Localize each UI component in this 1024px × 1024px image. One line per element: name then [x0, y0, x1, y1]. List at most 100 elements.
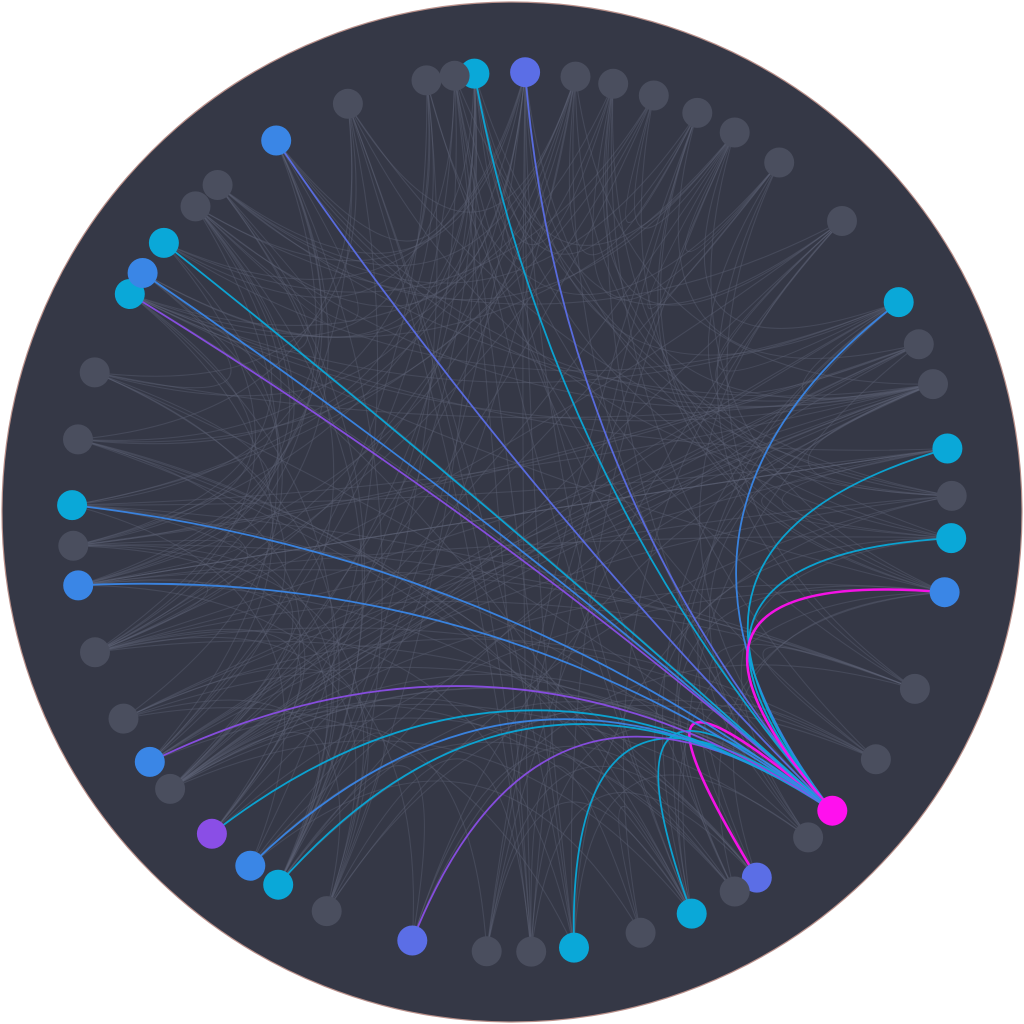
network-node[interactable]: [79, 357, 110, 388]
background-link: [94, 72, 526, 653]
background-link: [169, 724, 488, 952]
background-link: [277, 765, 425, 941]
highlighted-node[interactable]: [196, 818, 227, 849]
background-link: [699, 220, 843, 812]
network-node[interactable]: [155, 773, 186, 804]
background-link: [77, 83, 614, 443]
background-link: [78, 569, 916, 690]
network-node[interactable]: [411, 65, 442, 96]
background-link: [72, 504, 248, 653]
highlighted-node[interactable]: [57, 490, 88, 521]
background-link: [326, 73, 477, 912]
background-link: [622, 220, 843, 933]
background-link: [411, 383, 934, 941]
background-link: [707, 162, 952, 497]
highlighted-node[interactable]: [883, 287, 914, 318]
network-node[interactable]: [625, 917, 656, 948]
network-node[interactable]: [439, 60, 470, 91]
network-node[interactable]: [682, 97, 713, 128]
highlighted-link: [129, 293, 833, 812]
background-link: [169, 584, 945, 790]
highlighted-node[interactable]: [263, 869, 294, 900]
background-link: [73, 544, 294, 790]
highlighted-node[interactable]: [134, 746, 165, 777]
network-node[interactable]: [516, 936, 547, 967]
network-node[interactable]: [638, 80, 669, 111]
highlighted-node[interactable]: [676, 898, 707, 929]
background-link: [249, 780, 642, 934]
highlighted-links: [71, 72, 952, 948]
background-link: [574, 76, 934, 385]
highlighted-node[interactable]: [741, 862, 772, 893]
network-node[interactable]: [793, 822, 824, 853]
background-link: [123, 667, 369, 912]
background-link: [72, 76, 577, 506]
network-node[interactable]: [719, 117, 750, 148]
network-node[interactable]: [63, 424, 93, 455]
network-node[interactable]: [899, 673, 930, 704]
network-node[interactable]: [598, 68, 629, 99]
highlighted-node[interactable]: [510, 57, 541, 88]
background-link: [72, 95, 655, 506]
background-link: [163, 95, 655, 293]
background-link: [677, 383, 934, 892]
background-link: [94, 371, 934, 419]
background-link: [123, 666, 833, 812]
highlighted-node[interactable]: [148, 227, 179, 258]
network-node[interactable]: [560, 61, 591, 92]
network-node[interactable]: [180, 191, 211, 222]
highlighted-link: [747, 537, 952, 812]
highlighted-node[interactable]: [235, 850, 266, 881]
background-link: [530, 112, 698, 952]
background-link: [275, 73, 477, 288]
background-link: [486, 801, 693, 952]
background-link: [347, 103, 952, 497]
highlighted-node[interactable]: [932, 433, 963, 464]
network-node[interactable]: [903, 329, 934, 360]
highlighted-node[interactable]: [397, 925, 428, 956]
network-node[interactable]: [80, 637, 110, 668]
background-link: [129, 293, 948, 451]
node-ring: [57, 57, 967, 967]
network-node[interactable]: [108, 703, 139, 734]
background-link: [169, 73, 475, 790]
highlighted-node[interactable]: [63, 570, 94, 601]
highlighted-node[interactable]: [127, 258, 158, 288]
network-node[interactable]: [860, 744, 891, 775]
background-link: [217, 112, 698, 284]
network-node[interactable]: [764, 147, 795, 178]
highlighted-node[interactable]: [261, 125, 292, 156]
network-node[interactable]: [332, 88, 363, 119]
background-link: [217, 72, 526, 254]
focus-node[interactable]: [817, 795, 848, 826]
background-link: [347, 76, 577, 213]
network-node[interactable]: [311, 896, 342, 927]
background-link: [249, 732, 385, 912]
highlighted-node[interactable]: [559, 932, 589, 963]
highlighted-link: [735, 301, 900, 812]
background-link: [94, 76, 577, 653]
background-link: [454, 75, 833, 812]
background-link: [123, 242, 283, 720]
network-node[interactable]: [918, 369, 948, 400]
network-node[interactable]: [58, 530, 89, 561]
network-node[interactable]: [827, 206, 857, 236]
network-node[interactable]: [719, 876, 750, 907]
background-link: [73, 545, 365, 912]
highlighted-node[interactable]: [929, 577, 960, 608]
highlighted-link: [745, 588, 945, 812]
background-link: [78, 140, 323, 586]
background-link: [677, 112, 919, 359]
background-link: [211, 73, 476, 835]
background-link: [77, 80, 430, 441]
background-link: [169, 162, 780, 790]
background-link: [275, 140, 934, 407]
network-node[interactable]: [202, 170, 233, 200]
highlighted-node[interactable]: [936, 523, 967, 554]
background-link: [573, 774, 809, 948]
network-node[interactable]: [471, 936, 502, 967]
network-node[interactable]: [936, 480, 967, 511]
background-link: [522, 72, 532, 952]
